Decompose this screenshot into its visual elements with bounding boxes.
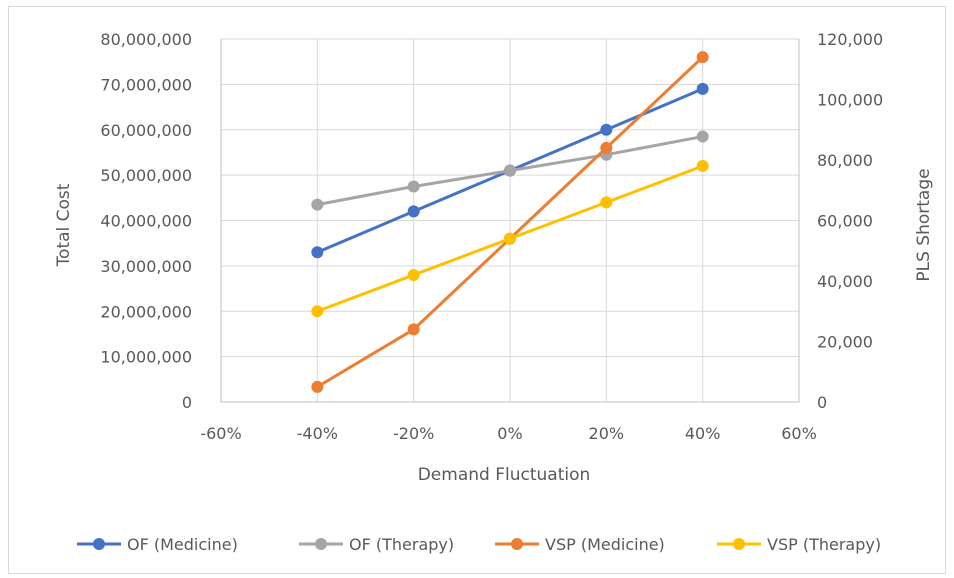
- data-point: [696, 160, 709, 173]
- left-tick-label: 70,000,000: [100, 75, 192, 94]
- left-axis-title: Total Cost: [54, 183, 74, 267]
- data-point: [311, 305, 324, 318]
- right-tick-label: 120,000: [817, 30, 883, 49]
- right-tick-label: 100,000: [817, 91, 883, 110]
- legend-item: VSP (Therapy): [717, 535, 881, 554]
- left-tick-label: 20,000,000: [100, 302, 192, 321]
- legend-marker: [733, 538, 745, 550]
- data-point: [311, 198, 324, 211]
- data-point: [504, 164, 516, 177]
- legend: OF (Medicine) OF (Therapy) VSP (Medicine) V…: [77, 535, 881, 554]
- legend-label: VSP (Medicine): [545, 535, 665, 554]
- series-layer: [311, 51, 709, 393]
- right-axis-ticks: 0 20,000 40,000 60,000 80,000 100,000 120,000: [817, 30, 883, 412]
- x-axis-title: Demand Fluctuation: [418, 465, 591, 485]
- series-3: [311, 160, 709, 318]
- right-tick-label: 0: [817, 393, 827, 412]
- right-tick-label: 40,000: [817, 272, 873, 291]
- series-1: [311, 130, 709, 211]
- data-point: [407, 268, 420, 281]
- data-point: [600, 196, 613, 209]
- left-tick-label: 60,000,000: [100, 121, 192, 140]
- x-tick-label: -40%: [297, 424, 338, 443]
- data-point: [600, 123, 613, 136]
- right-tick-label: 60,000: [817, 212, 873, 231]
- x-tick-label: -60%: [200, 424, 241, 443]
- legend-marker: [93, 538, 105, 550]
- x-tick-label: 20%: [589, 424, 625, 443]
- data-point: [407, 323, 420, 336]
- legend-item: OF (Therapy): [299, 535, 454, 554]
- left-tick-label: 10,000,000: [100, 348, 192, 367]
- line-chart: 0 10,000,000 20,000,000 30,000,000 40,000,00…: [54, 30, 934, 554]
- legend-label: OF (Therapy): [349, 535, 454, 554]
- left-tick-label: 30,000,000: [100, 257, 192, 276]
- data-point: [696, 130, 709, 143]
- data-point: [407, 180, 420, 193]
- legend-item: VSP (Medicine): [495, 535, 665, 554]
- left-axis-ticks: 0 10,000,000 20,000,000 30,000,000 40,000,00…: [100, 30, 192, 412]
- right-tick-label: 80,000: [817, 151, 873, 170]
- left-tick-label: 40,000,000: [100, 212, 192, 231]
- x-tick-label: 40%: [685, 424, 721, 443]
- right-axis-title: PLS Shortage: [914, 168, 934, 281]
- x-axis-ticks: -60% -40% -20% 0% 20% 40% 60%: [200, 424, 816, 443]
- legend-marker: [511, 538, 523, 550]
- left-tick-label: 80,000,000: [100, 30, 192, 49]
- legend-label: OF (Medicine): [127, 535, 238, 554]
- data-point: [696, 51, 709, 64]
- data-point: [311, 246, 324, 259]
- chart-area: 0 10,000,000 20,000,000 30,000,000 40,000,00…: [8, 6, 946, 574]
- data-point: [407, 205, 420, 218]
- legend-item: OF (Medicine): [77, 535, 238, 554]
- gridlines: [220, 38, 800, 403]
- data-point: [600, 141, 613, 154]
- left-tick-label: 50,000,000: [100, 166, 192, 185]
- right-tick-label: 20,000: [817, 333, 873, 352]
- x-tick-label: 0%: [497, 424, 522, 443]
- x-tick-label: -20%: [393, 424, 434, 443]
- legend-label: VSP (Therapy): [767, 535, 881, 554]
- x-tick-label: 60%: [781, 424, 817, 443]
- data-point: [311, 380, 324, 393]
- data-point: [696, 82, 709, 95]
- legend-marker: [315, 538, 327, 550]
- left-tick-label: 0: [182, 393, 192, 412]
- data-point: [504, 232, 516, 245]
- axes: [220, 39, 800, 403]
